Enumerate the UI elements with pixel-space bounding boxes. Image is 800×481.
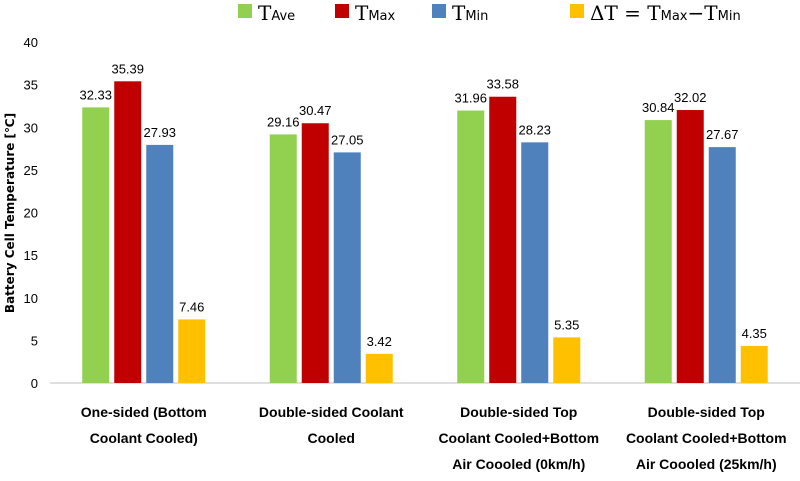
data-label: 30.84 bbox=[642, 100, 675, 115]
data-label: 27.67 bbox=[706, 127, 739, 142]
category-label-line: Coolant Cooled+Bottom bbox=[626, 430, 787, 446]
legend-item: TMin bbox=[432, 1, 488, 25]
y-tick-label: 40 bbox=[24, 35, 38, 50]
data-label: 32.02 bbox=[674, 90, 707, 105]
category-label-line: Double-sided Top bbox=[460, 404, 577, 420]
bar bbox=[457, 110, 485, 383]
legend-swatch bbox=[335, 4, 349, 18]
category-labels: One-sided (Bottom Coolant Cooled) Double-s… bbox=[81, 404, 787, 472]
legend-item: ΔT = TMax−TMin bbox=[570, 1, 741, 25]
bar bbox=[114, 81, 142, 384]
y-axis-title: Battery Cell Temperature [℃] bbox=[3, 113, 17, 313]
category-label-line: Coolant Cooled+Bottom bbox=[438, 430, 599, 446]
y-tick-label: 25 bbox=[24, 163, 38, 178]
bar bbox=[269, 134, 297, 383]
legend-label: TMin bbox=[452, 1, 488, 25]
category-label: One-sided (Bottom Coolant Cooled) bbox=[81, 404, 207, 446]
bar bbox=[146, 144, 174, 383]
bar bbox=[521, 142, 549, 383]
data-label: 29.16 bbox=[267, 114, 300, 129]
data-label: 31.96 bbox=[454, 91, 487, 106]
legend-label-sub: Max bbox=[368, 9, 395, 24]
legend-label: TMax bbox=[355, 1, 396, 25]
category-label-line: Double-sided Coolant bbox=[259, 404, 404, 420]
data-label: 7.46 bbox=[179, 299, 204, 314]
y-tick-label: 15 bbox=[24, 248, 38, 263]
data-label: 27.05 bbox=[331, 132, 364, 147]
category-label: Double-sided Top Coolant Cooled+Bottom Air… bbox=[626, 404, 787, 472]
bar bbox=[708, 147, 736, 383]
category-label-line: Double-sided Top bbox=[648, 404, 765, 420]
bar bbox=[365, 353, 393, 383]
y-tick-label: 30 bbox=[24, 120, 38, 135]
legend-label-main: T bbox=[452, 1, 466, 25]
category-label-line: Cooled bbox=[308, 430, 355, 446]
y-tick-label: 10 bbox=[24, 291, 38, 306]
data-label: 30.47 bbox=[299, 103, 332, 118]
y-tick-label: 5 bbox=[31, 333, 38, 348]
legend-swatch bbox=[238, 4, 252, 18]
legend-label-main: T bbox=[258, 1, 272, 25]
legend-label-main: ΔT = T bbox=[590, 1, 661, 25]
data-label: 32.33 bbox=[79, 87, 112, 102]
category-label: Double-sided Top Coolant Cooled+Bottom Air… bbox=[438, 404, 599, 472]
bar bbox=[178, 319, 206, 383]
legend-item: TMax bbox=[335, 1, 396, 25]
data-label: 28.23 bbox=[518, 122, 551, 137]
category-label-line: Coolant Cooled) bbox=[90, 430, 198, 446]
y-tick-label: 20 bbox=[24, 206, 38, 221]
data-label: 5.35 bbox=[554, 317, 579, 332]
bar bbox=[82, 107, 110, 383]
bar bbox=[740, 345, 768, 383]
axes: 0 5 10 15 20 25 30 35 40 bbox=[24, 35, 800, 391]
legend-label: ΔT = TMax−TMin bbox=[590, 1, 741, 25]
legend-label-sub: Min bbox=[465, 9, 488, 24]
data-label: 27.93 bbox=[143, 125, 176, 140]
data-label: 35.39 bbox=[111, 61, 144, 76]
legend-label: TAve bbox=[258, 1, 295, 25]
bar bbox=[333, 152, 361, 383]
data-label: 3.42 bbox=[367, 334, 392, 349]
data-label: 4.35 bbox=[742, 326, 767, 341]
bar bbox=[553, 337, 581, 383]
legend-label-main: T bbox=[355, 1, 369, 25]
legend-item: TAve bbox=[238, 1, 295, 25]
legend-label-sub: Min bbox=[718, 9, 741, 24]
y-tick-label: 35 bbox=[24, 78, 38, 93]
bar bbox=[489, 96, 517, 383]
y-tick-label: 0 bbox=[31, 376, 38, 391]
bar bbox=[676, 110, 704, 383]
legend-label-sub: Max bbox=[661, 9, 688, 24]
data-label: 33.58 bbox=[486, 77, 519, 92]
legend-label-sub: Ave bbox=[271, 9, 295, 24]
category-label-line: Air Coooled (25km/h) bbox=[636, 456, 777, 472]
legend-swatch bbox=[570, 4, 584, 18]
bar bbox=[301, 123, 329, 383]
bar bbox=[644, 120, 672, 384]
legend: TAve TMax TMin ΔT = TMax−TMin bbox=[238, 1, 741, 25]
category-label-line: One-sided (Bottom bbox=[81, 404, 207, 420]
category-label-line: Air Coooled (0km/h) bbox=[452, 456, 585, 472]
category-label: Double-sided Coolant Cooled bbox=[259, 404, 404, 446]
bars bbox=[82, 81, 768, 384]
legend-label-main: −T bbox=[688, 1, 719, 25]
legend-swatch bbox=[432, 4, 446, 18]
